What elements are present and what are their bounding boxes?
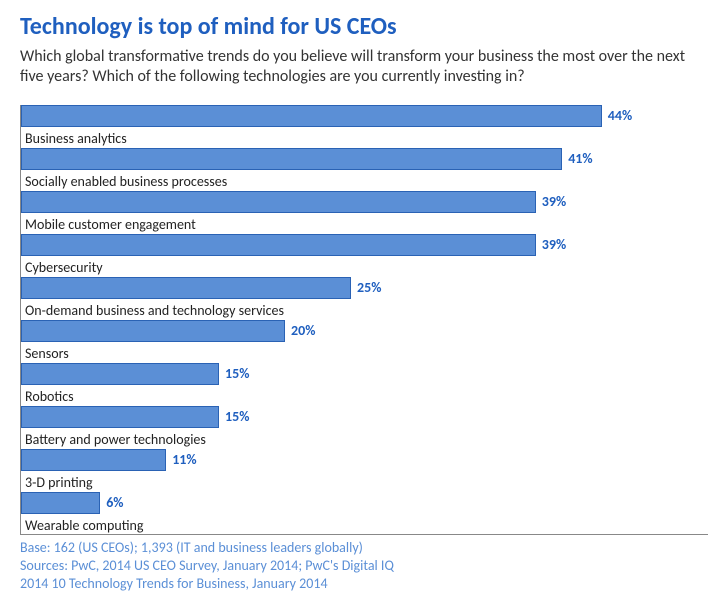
bar-category-label: Battery and power technologies: [25, 431, 206, 448]
bar-row: 20% Sensors: [21, 320, 708, 363]
bar: [21, 191, 536, 213]
bar: [21, 148, 562, 170]
bar-category-label: 3-D printing: [25, 474, 93, 491]
bar-category-label: Business analytics: [25, 130, 127, 147]
bar-value-label: 39%: [542, 193, 566, 210]
bar-row: 6% Wearable computing: [21, 492, 708, 535]
bar: [21, 492, 100, 514]
chart-subtitle: Which global transformative trends do yo…: [20, 47, 708, 87]
bar-value-label: 41%: [568, 150, 592, 167]
bar-row: 15% Battery and power technologies: [21, 406, 708, 449]
footer-line-3: 2014 10 Technology Trends for Business, …: [20, 575, 708, 593]
bar-chart: 44% Business analytics 41% Socially enabled…: [20, 105, 708, 535]
bar-value-label: 25%: [357, 279, 381, 296]
bar-category-label: Cybersecurity: [25, 259, 103, 276]
bar-value-label: 6%: [106, 494, 123, 511]
bar-row: 39% Cybersecurity: [21, 234, 708, 277]
bar-category-label: On-demand business and technology servic…: [25, 302, 284, 319]
bar: [21, 406, 219, 428]
bar-value-label: 44%: [608, 107, 632, 124]
bar-row: 44% Business analytics: [21, 105, 708, 148]
bar-category-label: Socially enabled business processes: [25, 173, 227, 190]
bar-value-label: 11%: [172, 451, 196, 468]
bar: [21, 277, 351, 299]
bar: [21, 105, 602, 127]
bar-category-label: Robotics: [25, 388, 74, 405]
chart-footer: Base: 162 (US CEOs); 1,393 (IT and busin…: [20, 539, 708, 594]
bar-row: 11% 3-D printing: [21, 449, 708, 492]
bar-row: 25% On-demand business and technology ser…: [21, 277, 708, 320]
bar: [21, 320, 285, 342]
footer-line-1: Base: 162 (US CEOs); 1,393 (IT and busin…: [20, 539, 708, 557]
bar: [21, 449, 166, 471]
bar-value-label: 20%: [291, 322, 315, 339]
bar-row: 15% Robotics: [21, 363, 708, 406]
footer-line-2: Sources: PwC, 2014 US CEO Survey, Januar…: [20, 557, 708, 575]
bar: [21, 234, 536, 256]
bar-value-label: 15%: [225, 365, 249, 382]
bar-value-label: 39%: [542, 236, 566, 253]
bar-row: 41% Socially enabled business processes: [21, 148, 708, 191]
chart-title: Technology is top of mind for US CEOs: [20, 12, 708, 41]
bar-value-label: 15%: [225, 408, 249, 425]
bar-row: 39% Mobile customer engagement: [21, 191, 708, 234]
bar-category-label: Sensors: [25, 345, 69, 362]
bar-category-label: Wearable computing: [25, 517, 143, 534]
bar: [21, 363, 219, 385]
bar-category-label: Mobile customer engagement: [25, 216, 196, 233]
